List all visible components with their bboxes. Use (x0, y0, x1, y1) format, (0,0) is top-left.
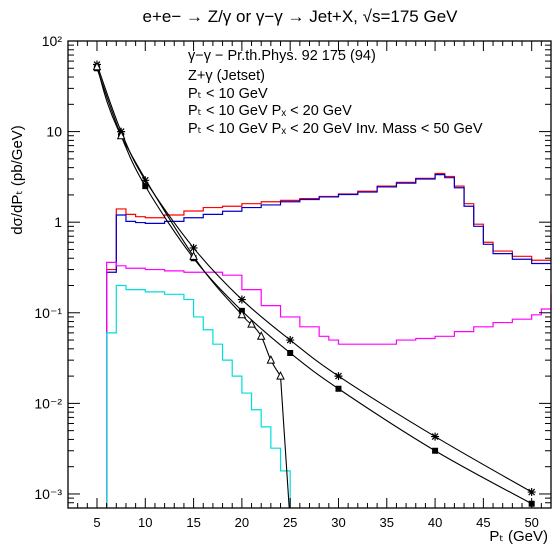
legend-entry-gamma-gamma: γ−γ − Pr.th.Phys. 92 175 (94) (188, 48, 376, 64)
marker-triangle-4 (247, 318, 256, 328)
y-tick-label: 10⁻¹ (34, 305, 62, 321)
legend-entry-pt-cut: Pₜ < 10 GeV (188, 86, 268, 102)
legend: γ−γ − Pr.th.Phys. 92 175 (94) Z+γ (Jetse… (188, 48, 483, 137)
legend-entry-pt-pz-cut: Pₜ < 10 GeV Pₓ < 20 GeV (188, 103, 352, 119)
y-tick-label: 10⁻² (34, 395, 62, 411)
marker-star-5 (286, 336, 295, 345)
x-tick-label: 5 (93, 515, 100, 530)
marker-triangle-6 (266, 355, 276, 364)
x-tick-label: 20 (235, 515, 249, 530)
marker-triangle-3 (237, 309, 247, 319)
x-tick-label: 10 (138, 515, 152, 530)
legend-entry-z-gamma: Z+γ (Jetset) (188, 68, 265, 84)
x-tick-label: 25 (283, 515, 297, 530)
y-axis-label: dσ/dPₜ (pb/GeV) (9, 125, 26, 235)
marker-star-2 (141, 176, 150, 185)
x-tick-label: 45 (476, 515, 490, 530)
marker-triangle-5 (256, 331, 266, 340)
x-tick-label: 30 (331, 515, 345, 530)
marker-triangle-7 (276, 370, 285, 380)
axis-layer: 5 10 15 20 25 30 35 40 45 50 10⁻³ 10⁻² 10⁻¹ 1 10 10² (34, 33, 552, 530)
histogram-1 (106, 174, 551, 508)
histogram-0 (106, 172, 551, 508)
x-tick-label: 35 (380, 515, 394, 530)
marker-square-2 (142, 183, 149, 190)
marker-triangle-0 (92, 61, 102, 71)
x-tick-label: 40 (428, 515, 442, 530)
y-tick-label: 10² (42, 33, 63, 49)
y-tick-label: 1 (54, 214, 62, 230)
curve-layer (92, 60, 536, 509)
chart-title: e+e− → Z/γ or γ−γ → Jet+X, √s=175 GeV (142, 7, 458, 26)
marker-triangle-1 (116, 130, 126, 140)
histogram-layer (106, 172, 552, 508)
x-axis-label: Pₜ (GeV) (489, 528, 548, 545)
marker-star-7 (431, 432, 440, 441)
histogram-2 (106, 261, 552, 508)
y-tick-label: 10 (46, 124, 62, 140)
marker-square-7 (432, 447, 439, 454)
legend-entry-pt-pz-mass-cut: Pₜ < 10 GeV Pₓ < 20 GeV Inv. Mass < 50 G… (188, 121, 483, 137)
marker-star-8 (527, 488, 536, 497)
marker-star-6 (334, 372, 343, 381)
marker-triangle-2 (189, 251, 198, 260)
histogram-3 (106, 284, 291, 508)
marker-square-6 (335, 385, 342, 392)
marker-star-3 (189, 243, 198, 252)
marker-star-4 (237, 295, 246, 304)
marker-square-5 (287, 349, 294, 356)
x-tick-label: 15 (186, 515, 200, 530)
x-tick-label: 50 (524, 515, 538, 530)
y-tick-label: 10⁻³ (34, 486, 62, 502)
